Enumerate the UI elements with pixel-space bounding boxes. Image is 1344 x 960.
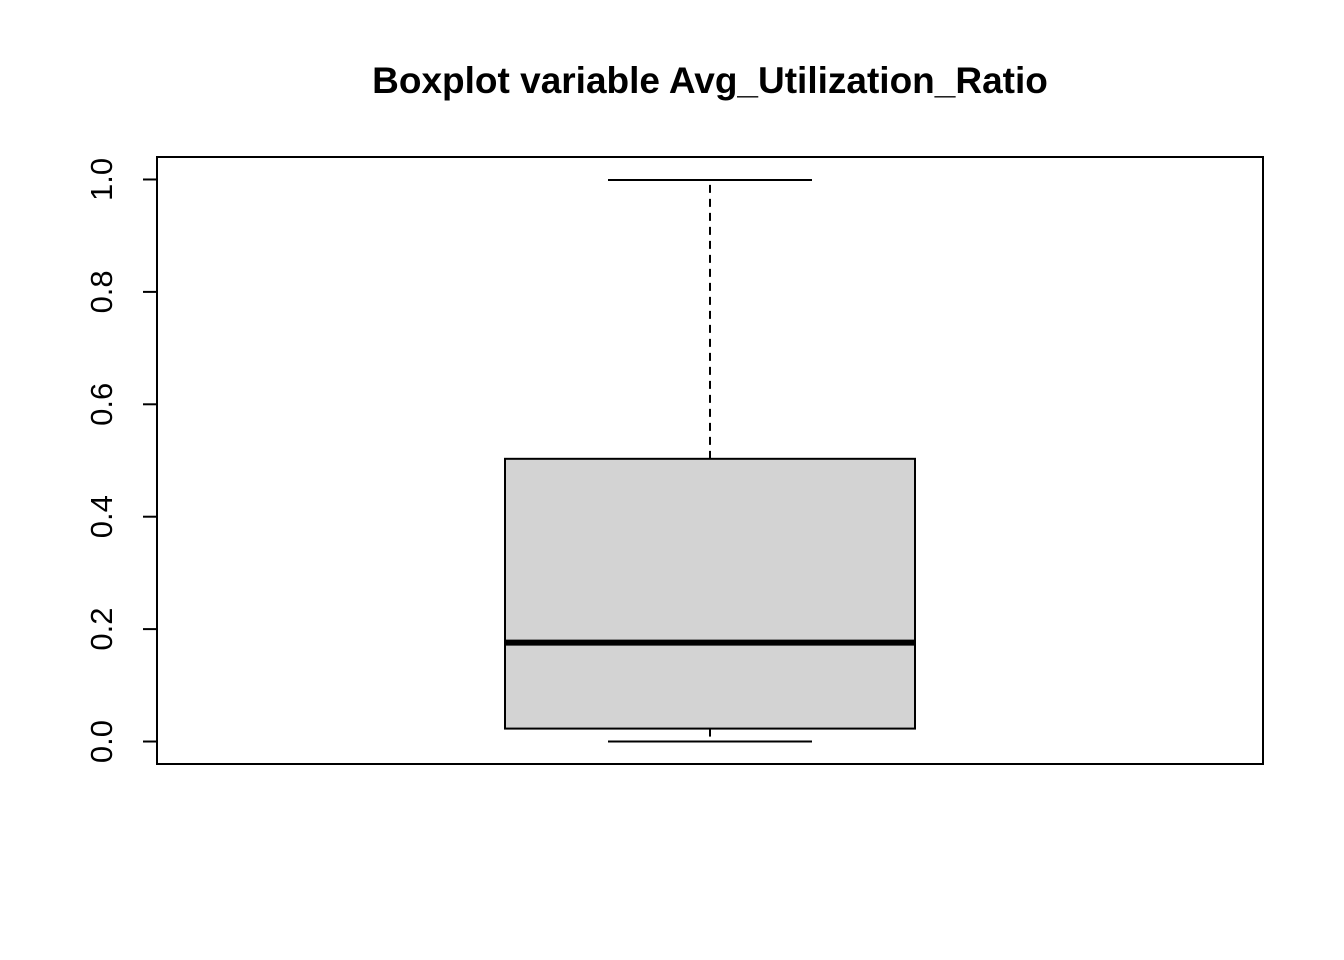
y-tick-label: 0.2 [84, 608, 119, 651]
boxplot [504, 179, 916, 743]
y-axis: 0.0 0.2 0.4 0.6 0.8 1.0 [84, 158, 158, 763]
chart-title: Boxplot variable Avg_Utilization_Ratio [372, 60, 1048, 101]
interquartile-box [504, 457, 916, 730]
y-tick-label: 0.0 [84, 720, 119, 763]
y-tick-label: 1.0 [84, 158, 119, 201]
y-tick-label: 0.6 [84, 383, 119, 426]
y-tick-label: 0.8 [84, 270, 119, 313]
y-tick-label: 0.4 [84, 495, 119, 538]
